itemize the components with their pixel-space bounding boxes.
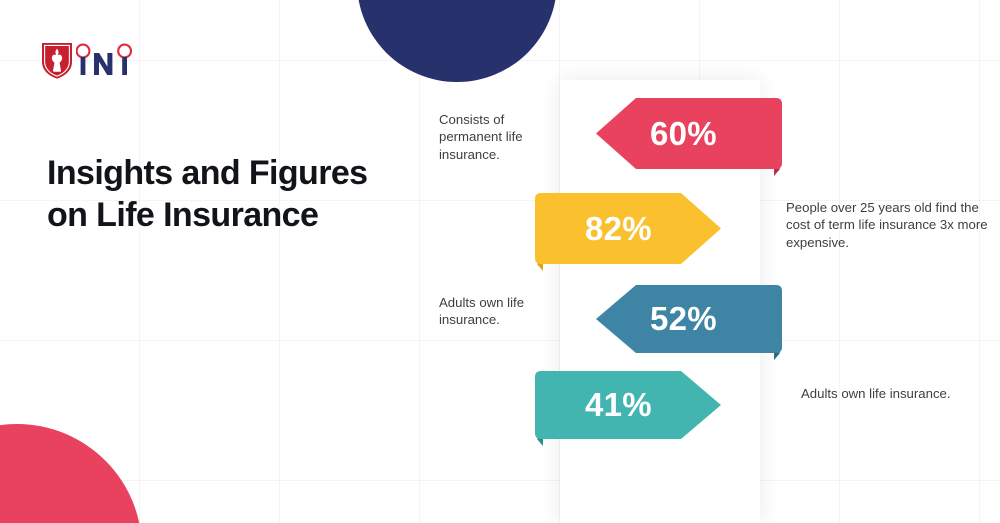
stat-value-41: 41% (585, 386, 652, 423)
ribbon-shape-right-2 (535, 371, 721, 446)
stat-band-52[interactable]: 52% (596, 285, 784, 360)
stat-caption-60: Consists of permanent life insurance. (439, 112, 523, 162)
stat-caption-41: Adults own life insurance. (801, 386, 951, 401)
stat-value-82: 82% (585, 209, 652, 247)
stat-caption-52: Adults own life insurance. (439, 295, 525, 328)
ribbon-shape-left (596, 98, 782, 176)
stat-band-60[interactable]: 60% (596, 98, 784, 176)
ribbon-shape-left-2 (596, 285, 782, 360)
brand-wordmark (76, 43, 133, 75)
stat-band-82[interactable]: 82% (533, 193, 721, 271)
shield-torch-icon (42, 43, 72, 79)
stat-band-41[interactable]: 41% (533, 371, 721, 446)
decorative-bottom-circle (0, 424, 142, 523)
decorative-top-circle (357, 0, 557, 82)
page-title: Insights and Figures on Life Insurance (47, 152, 447, 236)
ribbon-shape-right (535, 193, 721, 271)
brand-logo (40, 40, 138, 80)
stat-value-52: 52% (650, 300, 717, 337)
headline-line-1: Insights and Figures (47, 154, 368, 192)
stat-value-60: 60% (650, 114, 717, 152)
headline-line-2: on Life Insurance (47, 196, 319, 235)
stat-caption-82: People over 25 years old find the cost o… (786, 200, 988, 250)
